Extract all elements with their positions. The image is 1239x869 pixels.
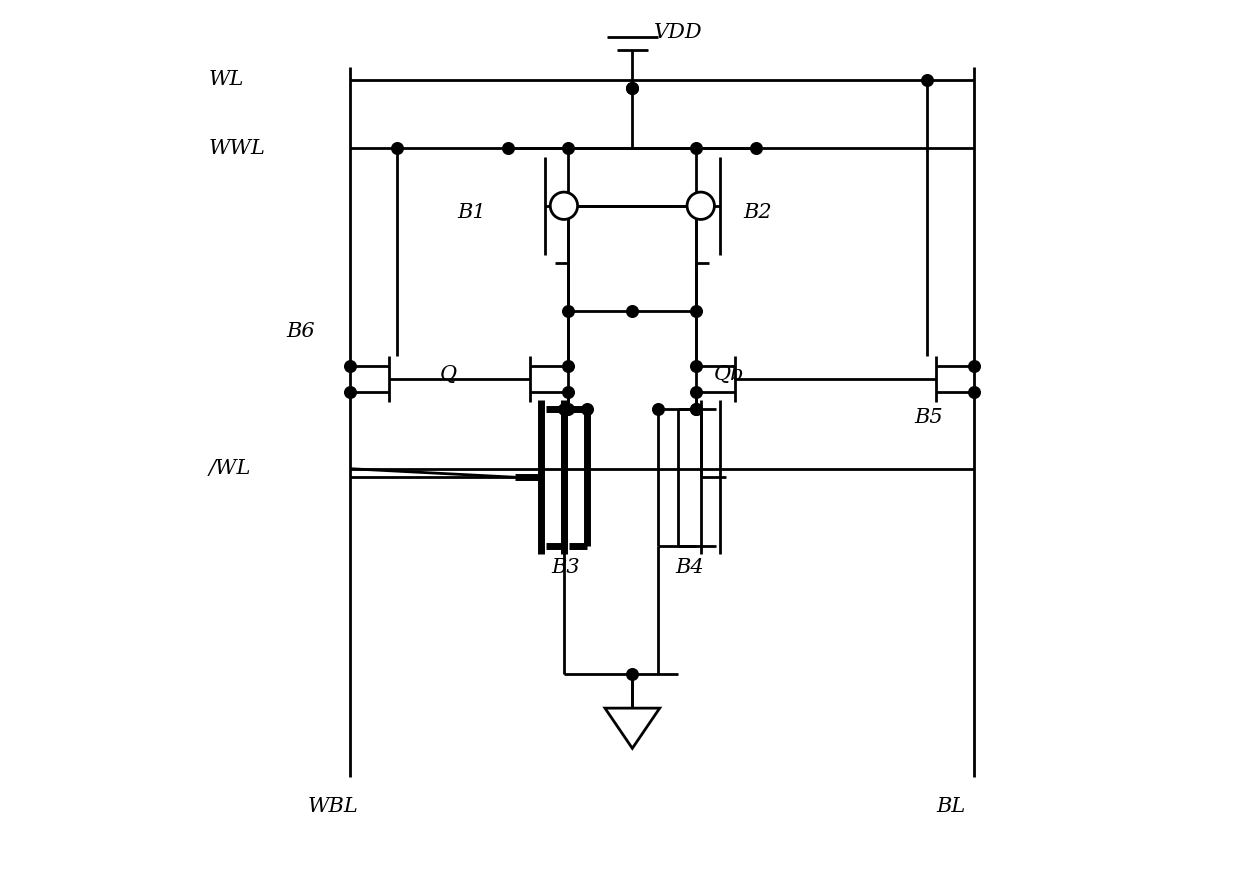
Point bbox=[559, 141, 579, 155]
Point bbox=[498, 141, 518, 155]
Point bbox=[622, 303, 642, 317]
Point bbox=[622, 667, 642, 681]
Point bbox=[686, 401, 706, 415]
Text: B1: B1 bbox=[457, 202, 486, 222]
Point bbox=[559, 359, 579, 373]
Text: Qb: Qb bbox=[714, 365, 745, 384]
Point bbox=[746, 141, 766, 155]
Point bbox=[622, 81, 642, 95]
Point bbox=[686, 359, 706, 373]
Point bbox=[964, 385, 984, 399]
Text: B5: B5 bbox=[914, 408, 943, 427]
Point bbox=[341, 385, 361, 399]
Text: B3: B3 bbox=[551, 558, 580, 576]
Point bbox=[622, 81, 642, 95]
Point bbox=[577, 401, 597, 415]
Point bbox=[559, 303, 579, 317]
Text: B6: B6 bbox=[286, 322, 315, 342]
Text: B2: B2 bbox=[743, 202, 772, 222]
Point bbox=[917, 73, 937, 87]
Text: WL: WL bbox=[209, 70, 244, 90]
Point bbox=[964, 359, 984, 373]
Text: Q: Q bbox=[440, 365, 457, 384]
Point bbox=[559, 401, 579, 415]
Circle shape bbox=[688, 192, 715, 220]
Text: BL: BL bbox=[935, 797, 965, 816]
Point bbox=[686, 385, 706, 399]
Text: WWL: WWL bbox=[209, 138, 266, 157]
Text: B4: B4 bbox=[675, 558, 704, 576]
Circle shape bbox=[550, 192, 577, 220]
Text: VDD: VDD bbox=[654, 23, 703, 42]
Point bbox=[388, 141, 408, 155]
Point bbox=[554, 401, 574, 415]
Point bbox=[686, 401, 706, 415]
Text: /WL: /WL bbox=[209, 459, 252, 478]
Point bbox=[686, 141, 706, 155]
Point bbox=[686, 303, 706, 317]
Point bbox=[648, 401, 668, 415]
Point bbox=[559, 385, 579, 399]
Text: WBL: WBL bbox=[307, 797, 358, 816]
Point bbox=[341, 359, 361, 373]
